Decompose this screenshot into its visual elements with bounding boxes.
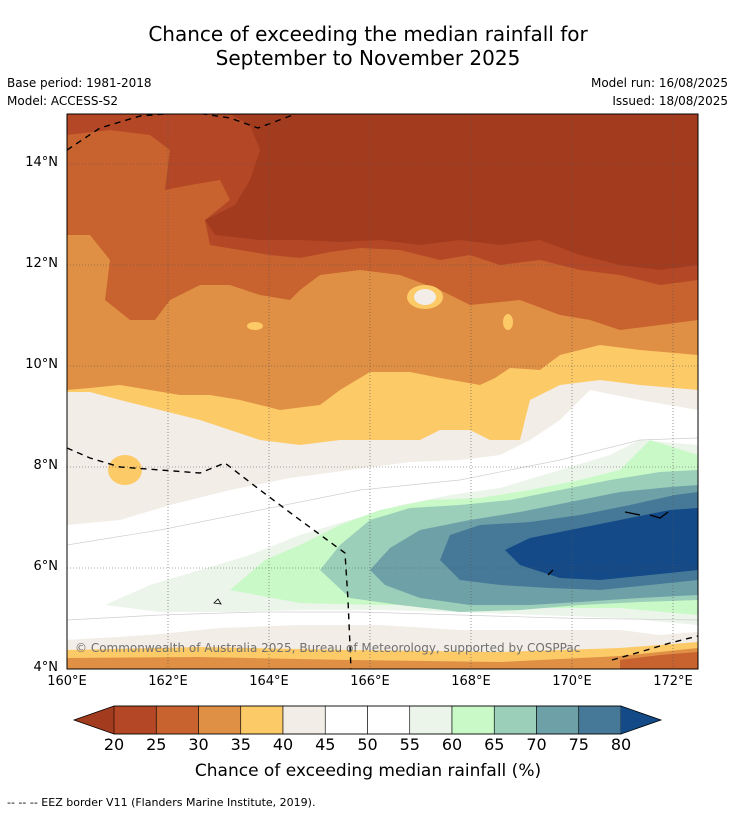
eez-border-south [611, 635, 698, 661]
colorbar-extend-high [621, 706, 661, 734]
colorbar-cell [367, 705, 411, 735]
eez-border-west [67, 447, 352, 669]
y-tick-12n: 12°N [25, 256, 58, 271]
x-tick-168e: 168°E [451, 674, 491, 689]
island-outline [624, 511, 669, 519]
meta-right: Model run: 16/08/2025 Issued: 18/08/2025 [591, 74, 728, 110]
colorbar-cell [536, 705, 580, 735]
colorbar-cell [578, 705, 622, 735]
y-tick-10n: 10°N [25, 357, 58, 372]
colorbar-cell [155, 705, 199, 735]
model-run: Model run: 16/08/2025 [590, 76, 728, 90]
colorbar-tick-label: 25 [146, 735, 167, 754]
colorbar-cell [282, 705, 326, 735]
title-line-2: September to November 2025 [215, 46, 521, 70]
colorbar-cell [493, 705, 537, 735]
colorbar-cell [113, 705, 157, 735]
colorbar-label: Chance of exceeding median rainfall (%) [194, 761, 542, 781]
field-below-20 [205, 114, 698, 270]
graticule [67, 114, 698, 669]
title-line-1: Chance of exceeding the median rainfall … [148, 22, 588, 46]
chart-title: Chance of exceeding the median rainfall … [0, 22, 736, 70]
x-tick-164e: 164°E [249, 674, 289, 689]
colorbar-cell [409, 705, 453, 735]
y-tick-4n: 4°N [33, 660, 59, 675]
colorbar-tick-label: 65 [484, 735, 505, 754]
meta-left: Base period: 1981-2018 Model: ACCESS-S2 [7, 74, 152, 110]
colorbar-tick-label: 45 [315, 735, 336, 754]
rainfall-field [67, 114, 698, 669]
model-name: Model: ACCESS-S2 [7, 94, 119, 108]
colorbar-tick-label: 55 [399, 735, 420, 754]
x-tick-160e: 160°E [47, 674, 87, 689]
copyright-notice: © Commonwealth of Australia 2025, Bureau… [75, 641, 581, 655]
colorbar-cells [113, 705, 622, 735]
colorbar-tick-label: 60 [441, 735, 463, 754]
base-period: Base period: 1981-2018 [7, 76, 152, 90]
colorbar-tick-label: 80 [610, 735, 632, 754]
colorbar-tick-label: 20 [103, 735, 125, 754]
colorbar-tick-label: 30 [188, 735, 209, 754]
colorbar-tick-label: 50 [357, 735, 378, 754]
eez-border-north [67, 114, 297, 151]
colorbar-tick-label: 75 [568, 735, 589, 754]
colorbar [72, 705, 663, 735]
field-above-80 [505, 508, 698, 580]
y-tick-14n: 14°N [25, 155, 58, 170]
colorbar-cell [198, 705, 242, 735]
x-tick-172e: 172°E [653, 674, 693, 689]
colorbar-tick-label: 35 [230, 735, 251, 754]
issued-date: Issued: 18/08/2025 [612, 94, 728, 108]
x-tick-162e: 162°E [148, 674, 188, 689]
colorbar-tick-label: 70 [526, 735, 547, 754]
colorbar-cell [324, 705, 368, 735]
y-tick-8n: 8°N [33, 458, 59, 473]
x-tick-166e: 166°E [350, 674, 390, 689]
eez-legend: -- -- -- EEZ border V11 (Flanders Marine… [7, 796, 316, 809]
colorbar-tick-label: 40 [272, 735, 294, 754]
y-tick-6n: 6°N [33, 559, 59, 574]
colorbar-cell [451, 705, 495, 735]
x-tick-170e: 170°E [552, 674, 592, 689]
colorbar-cell [240, 705, 284, 735]
map-frame [66, 113, 699, 670]
colorbar-extend-low [74, 706, 114, 734]
